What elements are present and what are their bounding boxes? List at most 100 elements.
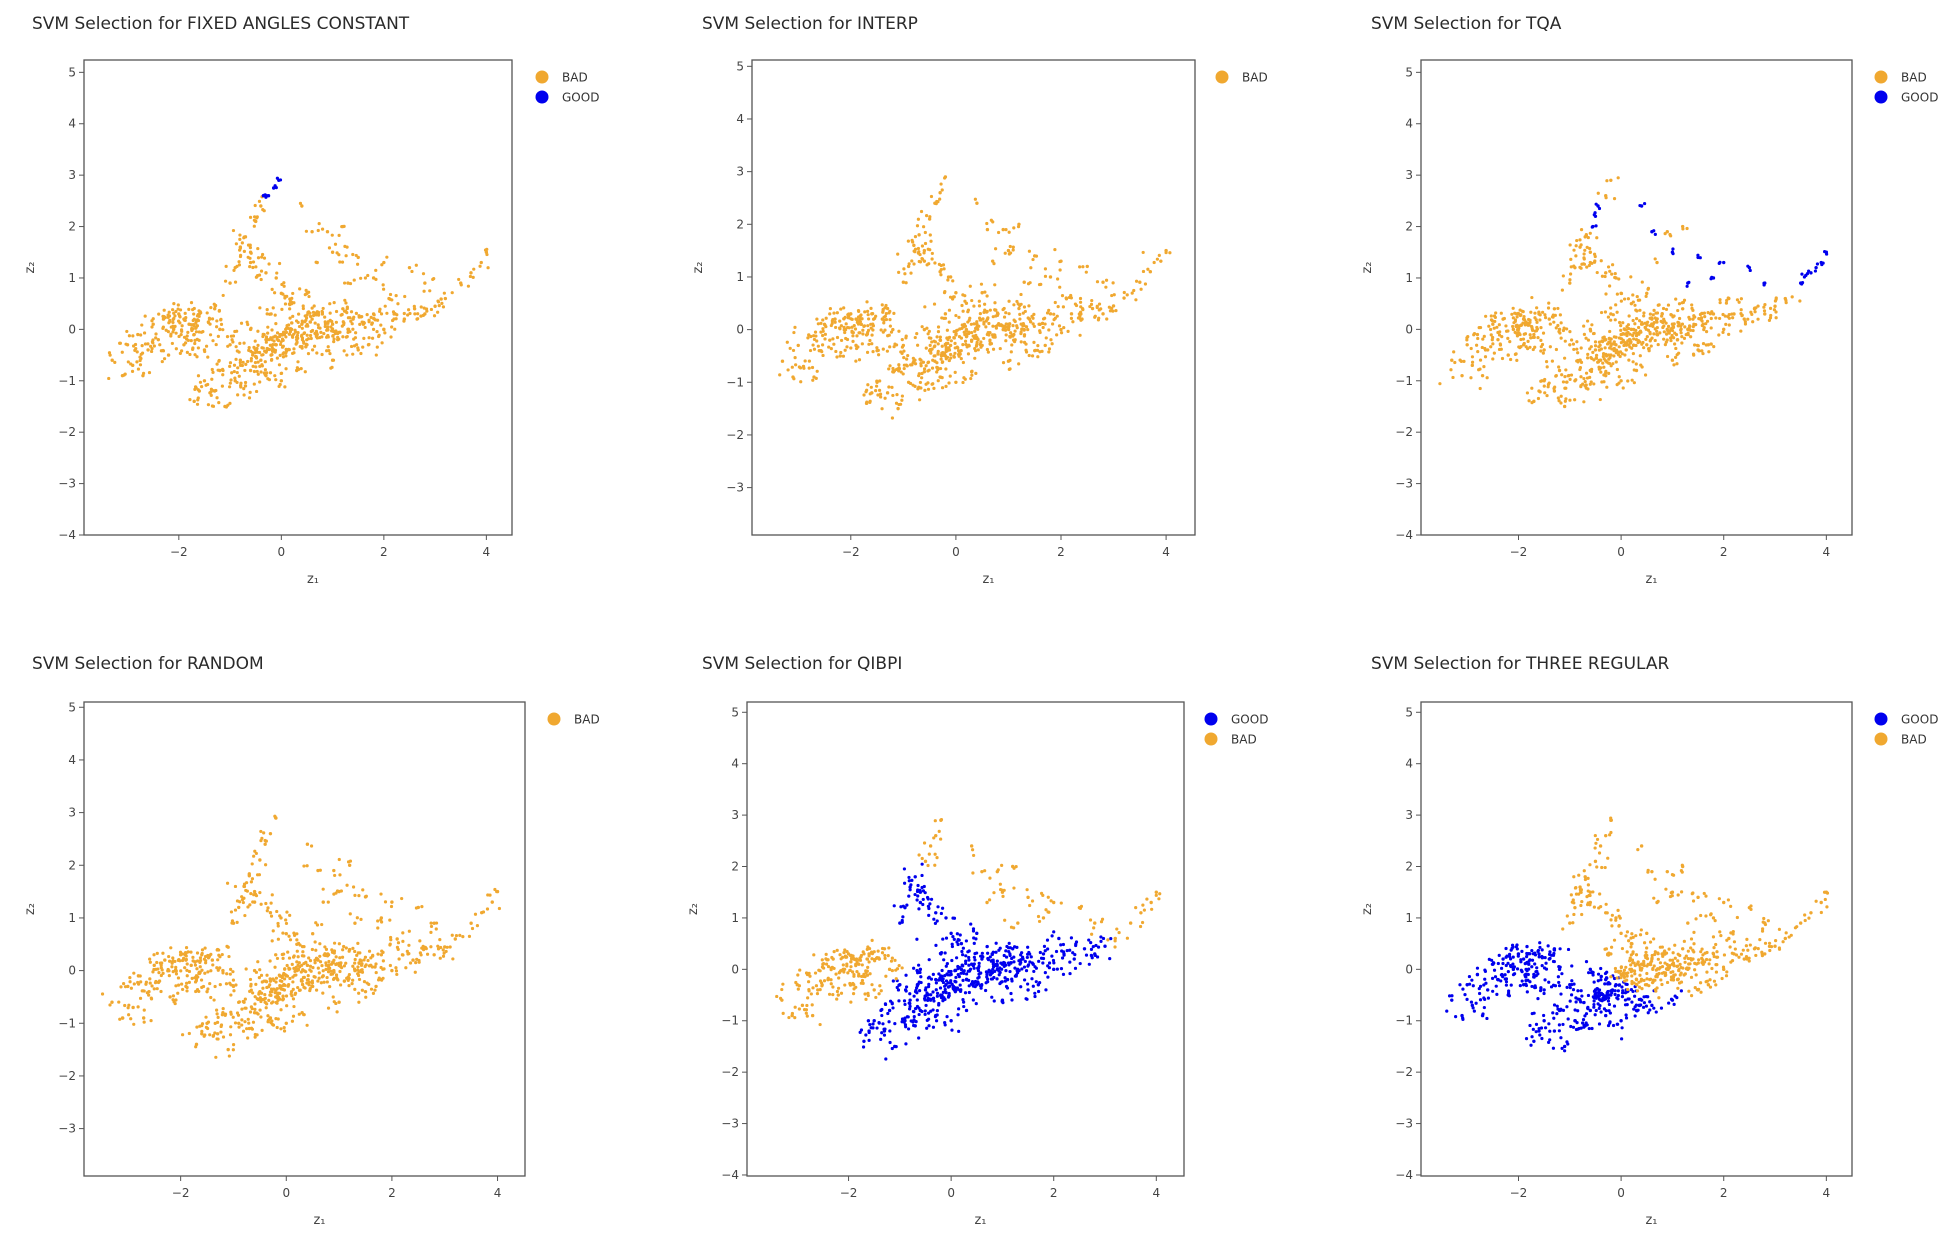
scatter-point bbox=[877, 992, 881, 996]
scatter-point bbox=[311, 313, 316, 318]
scatter-point bbox=[1482, 983, 1486, 987]
scatter-point bbox=[935, 994, 939, 998]
scatter-point bbox=[1058, 285, 1062, 289]
scatter-point bbox=[185, 962, 189, 966]
scatter-point bbox=[1519, 968, 1523, 972]
scatter-point bbox=[326, 345, 330, 349]
scatter-point bbox=[855, 334, 859, 338]
scatter-point bbox=[936, 379, 940, 383]
scatter-point bbox=[379, 892, 383, 896]
scatter-point bbox=[1599, 370, 1603, 374]
scatter-point bbox=[933, 261, 937, 265]
legend-item-bad[interactable]: BAD bbox=[1874, 70, 1927, 85]
scatter-point bbox=[883, 328, 887, 332]
scatter-point bbox=[406, 952, 410, 956]
scatter-point bbox=[338, 964, 342, 968]
legend-item-good[interactable]: GOOD bbox=[1204, 712, 1269, 727]
scatter-point bbox=[868, 392, 872, 396]
scatter-point bbox=[1003, 918, 1007, 922]
scatter-point bbox=[1700, 311, 1704, 315]
scatter-point bbox=[429, 921, 433, 925]
scatter-point bbox=[351, 327, 355, 331]
scatter-point bbox=[1578, 367, 1582, 372]
scatter-point bbox=[806, 336, 810, 340]
x-tick-label: 0 bbox=[1617, 545, 1625, 559]
legend-item-bad[interactable]: BAD bbox=[535, 70, 588, 85]
scatter-point bbox=[261, 346, 265, 350]
y-tick-label: 2 bbox=[1405, 220, 1413, 234]
scatter-point bbox=[901, 904, 905, 908]
scatter-point bbox=[1679, 328, 1683, 332]
legend-item-bad[interactable]: BAD bbox=[547, 712, 600, 727]
scatter-point bbox=[178, 315, 182, 319]
scatter-point bbox=[236, 1013, 241, 1017]
scatter-point bbox=[1122, 290, 1126, 295]
scatter-point bbox=[855, 960, 859, 964]
scatter-point bbox=[345, 305, 349, 309]
scatter-point bbox=[954, 313, 958, 318]
legend-item-bad[interactable]: BAD bbox=[1204, 732, 1257, 747]
scatter-point bbox=[159, 973, 163, 978]
scatter-point bbox=[963, 324, 967, 328]
scatter-point bbox=[1055, 314, 1059, 318]
legend-item-good[interactable]: GOOD bbox=[535, 90, 600, 105]
scatter-point bbox=[300, 333, 304, 337]
scatter-point bbox=[980, 869, 984, 874]
scatter-point bbox=[1589, 345, 1593, 349]
scatter-point bbox=[1602, 373, 1606, 377]
scatter-point bbox=[820, 349, 824, 354]
scatter-point bbox=[906, 1027, 911, 1031]
scatter-point bbox=[326, 325, 330, 329]
scatter-point bbox=[956, 938, 960, 942]
scatter-point bbox=[305, 963, 310, 968]
scatter-point bbox=[1570, 338, 1574, 342]
scatter-point bbox=[849, 953, 853, 957]
scatter-point bbox=[272, 335, 276, 339]
scatter-point bbox=[1469, 346, 1473, 351]
scatter-point bbox=[1619, 299, 1623, 303]
scatter-point bbox=[1626, 379, 1630, 383]
y-tick-label: −3 bbox=[58, 477, 76, 491]
scatter-point bbox=[269, 987, 274, 991]
scatter-point bbox=[182, 335, 187, 339]
scatter-point bbox=[1552, 307, 1557, 311]
x-tick-label: 4 bbox=[483, 545, 491, 559]
scatter-point bbox=[875, 346, 879, 350]
scatter-point bbox=[1081, 308, 1085, 312]
scatter-point bbox=[1564, 397, 1568, 401]
scatter-point bbox=[1596, 360, 1601, 364]
scatter-point bbox=[897, 983, 901, 987]
legend-item-good[interactable]: GOOD bbox=[1874, 90, 1939, 105]
scatter-point bbox=[1078, 333, 1082, 337]
scatter-point bbox=[1774, 310, 1778, 314]
scatter-point bbox=[254, 354, 258, 359]
scatter-point bbox=[866, 330, 870, 335]
scatter-point bbox=[835, 311, 839, 315]
scatter-point bbox=[902, 349, 906, 353]
scatter-point bbox=[1613, 342, 1617, 346]
legend-item-bad[interactable]: BAD bbox=[1215, 70, 1268, 85]
scatter-point bbox=[994, 326, 999, 330]
scatter-point bbox=[218, 983, 222, 987]
scatter-point bbox=[787, 1015, 791, 1020]
scatter-point bbox=[193, 341, 197, 346]
scatter-point bbox=[1629, 275, 1633, 279]
scatter-point bbox=[1534, 318, 1538, 322]
scatter-point bbox=[954, 329, 958, 333]
scatter-point bbox=[862, 1039, 866, 1044]
scatter-point bbox=[1016, 921, 1020, 925]
scatter-point bbox=[820, 958, 824, 962]
scatter-point bbox=[1717, 333, 1721, 337]
scatter-point bbox=[871, 322, 875, 326]
scatter-point bbox=[1547, 301, 1551, 305]
scatter-point bbox=[228, 1033, 233, 1037]
scatter-point bbox=[151, 338, 155, 342]
scatter-point bbox=[342, 944, 346, 949]
scatter-point bbox=[283, 967, 287, 971]
scatter-point bbox=[1141, 920, 1145, 925]
scatter-point bbox=[888, 1029, 892, 1033]
scatter-point bbox=[1602, 365, 1606, 369]
y-tick-label: 2 bbox=[731, 860, 739, 874]
scatter-point bbox=[205, 989, 209, 994]
scatter-point bbox=[325, 975, 329, 980]
